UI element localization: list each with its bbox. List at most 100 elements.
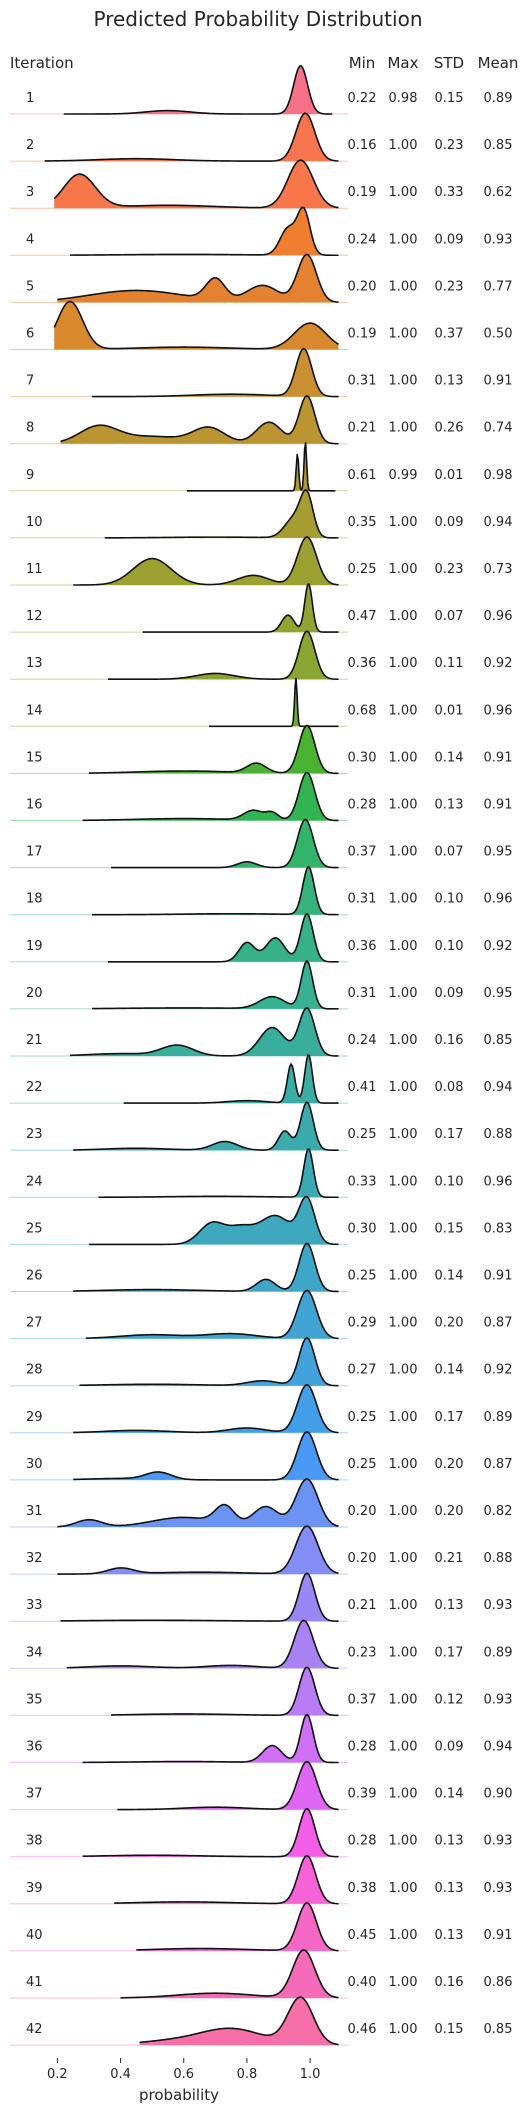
iteration-label: 4 bbox=[26, 232, 34, 247]
ridge-row: 14 0.68 1.00 0.01 0.96 bbox=[10, 677, 513, 728]
ridge-row: 13 0.36 1.00 0.11 0.92 bbox=[10, 630, 513, 680]
std-value: 0.23 bbox=[435, 138, 464, 153]
ridge-row: 29 0.25 1.00 0.17 0.89 bbox=[10, 1384, 512, 1434]
density-line bbox=[57, 1478, 339, 1528]
std-value: 0.15 bbox=[435, 91, 464, 106]
iteration-label: 41 bbox=[26, 1975, 43, 1990]
iteration-label: 12 bbox=[26, 609, 43, 624]
min-value: 0.19 bbox=[348, 327, 377, 342]
ridge-row: 30 0.25 1.00 0.20 0.87 bbox=[10, 1431, 513, 1481]
ridge-row: 24 0.33 1.00 0.10 0.96 bbox=[10, 1148, 512, 1199]
min-value: 0.20 bbox=[348, 279, 377, 294]
row-label-header: Iteration bbox=[10, 54, 74, 72]
density-line bbox=[139, 1996, 339, 2046]
std-value: 0.16 bbox=[435, 1033, 464, 1048]
max-value: 1.00 bbox=[389, 515, 418, 530]
iteration-label: 17 bbox=[26, 845, 43, 860]
std-value: 0.07 bbox=[435, 845, 464, 860]
ridge-row: 18 0.31 1.00 0.10 0.96 bbox=[10, 865, 513, 916]
density-line bbox=[136, 1902, 339, 1952]
x-tick-label: 0.4 bbox=[110, 2067, 131, 2082]
std-value: 0.17 bbox=[435, 1645, 464, 1660]
density-line bbox=[60, 1572, 339, 1622]
max-value: 1.00 bbox=[389, 1316, 418, 1331]
mean-value: 0.89 bbox=[484, 1645, 513, 1660]
density-line bbox=[63, 65, 333, 115]
density-line bbox=[73, 1384, 339, 1434]
density-line bbox=[57, 253, 339, 304]
max-value: 1.00 bbox=[389, 1692, 418, 1707]
max-value: 1.00 bbox=[389, 1457, 418, 1472]
min-value: 0.24 bbox=[348, 1033, 377, 1048]
max-value: 1.00 bbox=[389, 1410, 418, 1425]
iteration-label: 40 bbox=[26, 1928, 43, 1943]
min-value: 0.21 bbox=[348, 421, 377, 436]
density-area bbox=[63, 66, 333, 114]
mean-value: 0.92 bbox=[484, 656, 513, 671]
std-value: 0.07 bbox=[435, 609, 464, 624]
min-value: 0.46 bbox=[348, 2022, 377, 2037]
density-area bbox=[92, 348, 339, 397]
mean-value: 0.87 bbox=[484, 1457, 513, 1472]
density-line bbox=[107, 913, 339, 963]
max-value: 1.00 bbox=[389, 656, 418, 671]
mean-value: 0.93 bbox=[484, 1834, 513, 1849]
std-value: 0.33 bbox=[435, 185, 464, 200]
density-line bbox=[92, 960, 339, 1010]
ridge-row: 27 0.29 1.00 0.20 0.87 bbox=[10, 1289, 512, 1340]
x-tick-label: 0.6 bbox=[173, 2067, 194, 2082]
iteration-label: 37 bbox=[26, 1787, 43, 1802]
std-value: 0.21 bbox=[435, 1551, 464, 1566]
x-tick-label: 0.2 bbox=[47, 2067, 68, 2082]
mean-value: 0.91 bbox=[484, 1269, 513, 1284]
mean-value: 0.94 bbox=[484, 1080, 513, 1095]
max-value: 1.00 bbox=[389, 609, 418, 624]
max-value: 1.00 bbox=[389, 1975, 418, 1990]
iteration-label: 20 bbox=[26, 986, 43, 1001]
iteration-label: 31 bbox=[26, 1504, 43, 1519]
min-value: 0.38 bbox=[348, 1881, 377, 1896]
density-area bbox=[88, 725, 339, 774]
mean-value: 0.77 bbox=[484, 279, 513, 294]
std-value: 0.09 bbox=[435, 1740, 464, 1755]
ridge-row: 36 0.28 1.00 0.09 0.94 bbox=[10, 1713, 512, 1764]
ridge-row: 21 0.24 1.00 0.16 0.85 bbox=[10, 1007, 512, 1057]
max-value: 1.00 bbox=[389, 1551, 418, 1566]
iteration-label: 14 bbox=[26, 703, 43, 718]
std-value: 0.20 bbox=[435, 1504, 464, 1519]
min-value: 0.22 bbox=[348, 91, 377, 106]
max-value: 1.00 bbox=[389, 562, 418, 577]
density-line bbox=[107, 630, 339, 680]
mean-value: 0.94 bbox=[484, 515, 513, 530]
iteration-label: 5 bbox=[26, 279, 34, 294]
min-value: 0.31 bbox=[348, 986, 377, 1001]
min-value: 0.19 bbox=[348, 185, 377, 200]
max-value: 1.00 bbox=[389, 845, 418, 860]
ridge-row: 2 0.16 1.00 0.23 0.85 bbox=[10, 112, 512, 162]
std-value: 0.23 bbox=[435, 562, 464, 577]
density-line bbox=[57, 1525, 339, 1575]
max-value: 1.00 bbox=[389, 1127, 418, 1142]
std-value: 0.14 bbox=[435, 750, 464, 765]
iteration-label: 33 bbox=[26, 1598, 43, 1613]
std-value: 0.37 bbox=[435, 327, 464, 342]
ridge-row: 10 0.35 1.00 0.09 0.94 bbox=[10, 489, 513, 539]
max-value: 1.00 bbox=[389, 798, 418, 813]
density-line bbox=[98, 1148, 339, 1199]
iteration-label: 9 bbox=[26, 468, 34, 483]
ridge-row: 42 0.46 1.00 0.15 0.85 bbox=[10, 1996, 512, 2046]
min-value: 0.31 bbox=[348, 374, 377, 389]
mean-value: 0.96 bbox=[484, 703, 513, 718]
max-header: Max bbox=[387, 54, 418, 72]
ridge-row: 22 0.41 1.00 0.08 0.94 bbox=[10, 1054, 513, 1104]
std-value: 0.09 bbox=[435, 515, 464, 530]
ridge-row: 1 0.22 0.98 0.15 0.89 bbox=[10, 65, 512, 115]
min-value: 0.20 bbox=[348, 1504, 377, 1519]
std-value: 0.10 bbox=[435, 892, 464, 907]
density-line bbox=[142, 583, 339, 633]
density-line bbox=[123, 1054, 339, 1104]
mean-value: 0.96 bbox=[484, 892, 513, 907]
mean-value: 0.91 bbox=[484, 750, 513, 765]
iteration-label: 39 bbox=[26, 1881, 43, 1896]
ridge-row: 8 0.21 1.00 0.26 0.74 bbox=[10, 394, 512, 445]
